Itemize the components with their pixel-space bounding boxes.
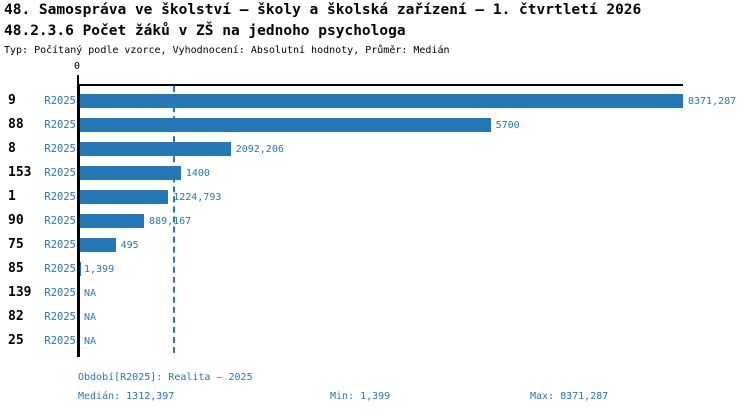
median-reference-line: [173, 86, 175, 353]
series-label: R2025: [44, 335, 76, 347]
category-label: 139: [8, 285, 32, 300]
max-stat-label: Max: 8371,287: [530, 391, 609, 402]
report-subtitle: 48.2.3.6 Počet žáků v ZŠ na jednoho psyc…: [4, 23, 406, 39]
series-label: R2025: [44, 143, 76, 155]
category-label: 1: [8, 189, 16, 204]
series-label: R2025: [44, 191, 76, 203]
value-label: NA: [84, 288, 97, 299]
category-label: 82: [8, 309, 24, 324]
value-label: 5700: [495, 120, 520, 131]
value-label: NA: [84, 312, 97, 323]
report-title: 48. Samospráva ve školství – školy a ško…: [4, 2, 642, 18]
bar: [80, 94, 683, 108]
category-label: 75: [8, 237, 24, 252]
category-label: 90: [8, 213, 24, 228]
category-label: 88: [8, 117, 24, 132]
value-label: 8371,287: [688, 96, 737, 107]
value-label: NA: [84, 336, 97, 347]
x-axis-tick: [77, 75, 79, 84]
x-axis-tick-label: 0: [73, 61, 81, 72]
series-label: R2025: [44, 263, 76, 275]
series-label: R2025: [44, 167, 76, 179]
value-label: 1224,793: [173, 192, 222, 203]
series-label: R2025: [44, 311, 76, 323]
period-label: Období[R2025]: Realita – 2025: [78, 372, 253, 383]
value-label: 1,399: [84, 264, 115, 275]
x-axis-line: [77, 84, 683, 86]
category-label: 85: [8, 261, 24, 276]
report-meta: Typ: Počítaný podle vzorce, Vyhodnocení:…: [4, 45, 450, 56]
category-label: 8: [8, 141, 16, 156]
value-label: 2092,206: [235, 144, 284, 155]
category-label: 153: [8, 165, 32, 180]
bar: [80, 142, 231, 156]
category-label: 25: [8, 333, 24, 348]
series-label: R2025: [44, 287, 76, 299]
min-stat-label: Min: 1,399: [330, 391, 391, 402]
series-label: R2025: [44, 119, 76, 131]
series-label: R2025: [44, 215, 76, 227]
value-label: 495: [120, 240, 139, 251]
bar: [80, 166, 181, 180]
category-label: 9: [8, 93, 16, 108]
bar: [80, 262, 81, 276]
bar: [80, 190, 169, 204]
value-label: 1400: [185, 168, 210, 179]
y-axis-line: [77, 84, 80, 357]
value-label: 889,167: [149, 216, 192, 227]
bar: [80, 214, 145, 228]
series-label: R2025: [44, 239, 76, 251]
series-label: R2025: [44, 95, 76, 107]
bar: [80, 238, 116, 252]
bar: [80, 118, 491, 132]
median-stat-label: Medián: 1312,397: [78, 391, 175, 402]
